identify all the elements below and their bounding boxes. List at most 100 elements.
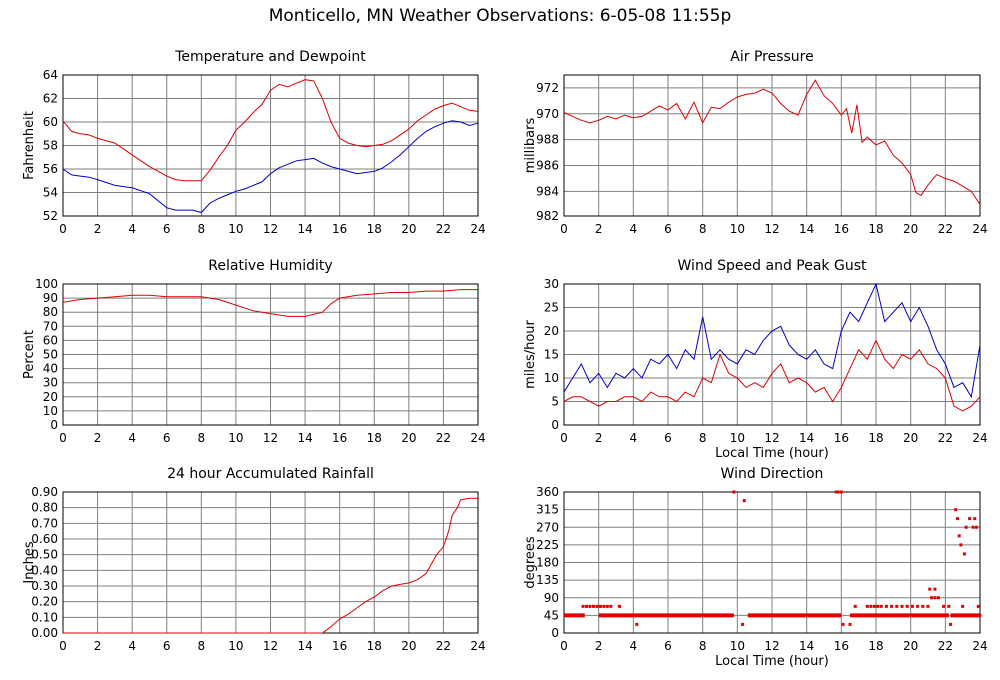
rain-ytick-label: 0.70	[31, 516, 58, 530]
dir-band-45	[950, 613, 980, 618]
rh-xtick-label: 14	[297, 431, 312, 445]
wind-xtick-label: 2	[595, 431, 603, 445]
temp-ytick-label: 64	[43, 68, 58, 82]
dir-point	[921, 604, 925, 608]
rain-xtick-label: 14	[297, 639, 312, 653]
rain-ytick-label: 0.90	[31, 485, 58, 499]
pres-series-0	[563, 79, 981, 205]
wind-xtick-label: 18	[868, 431, 883, 445]
rh-ytick-label: 40	[43, 362, 58, 376]
temp-xtick-label: 20	[401, 222, 416, 236]
rain-xtick-label: 22	[436, 639, 451, 653]
dir-point	[841, 622, 845, 626]
temp-xtick-label: 18	[367, 222, 382, 236]
dir-point	[900, 604, 904, 608]
dir-point	[848, 622, 852, 626]
wind-ytick-label: 0	[551, 418, 559, 432]
dir-point	[591, 604, 595, 608]
temp-ytick-label: 54	[43, 186, 58, 200]
dir-point	[942, 604, 946, 608]
temp-title: Temperature and Dewpoint	[174, 49, 366, 65]
rh-ylabel: Percent	[22, 330, 37, 379]
rh-xtick-label: 4	[128, 431, 136, 445]
wind-xtick-label: 14	[799, 431, 814, 445]
temp-xtick-label: 16	[332, 222, 347, 236]
rain-title: 24 hour Accumulated Rainfall	[167, 466, 374, 482]
dir-point	[957, 534, 961, 538]
dir-point	[976, 604, 980, 608]
dir-xtick-label: 6	[664, 639, 672, 653]
rain-xtick-label: 2	[94, 639, 102, 653]
wind-xtick-label: 10	[730, 431, 745, 445]
dir-point	[588, 604, 592, 608]
pres-ylabel: millibars	[523, 118, 538, 174]
dir-xtick-label: 24	[972, 639, 987, 653]
rain-ytick-label: 0.80	[31, 501, 58, 515]
wind-ytick-label: 30	[544, 277, 559, 291]
dir-point	[581, 604, 585, 608]
dir-point	[602, 604, 606, 608]
wind-xtick-label: 8	[699, 431, 707, 445]
wind-ytick-label: 20	[544, 324, 559, 338]
temp-ytick-label: 52	[43, 209, 58, 223]
pres-xtick-label: 18	[868, 222, 883, 236]
dir-ytick-label: 0	[551, 626, 559, 640]
rh-xtick-label: 0	[59, 431, 67, 445]
dir-point	[973, 517, 977, 521]
rh-xtick-label: 2	[94, 431, 102, 445]
dir-title: Wind Direction	[721, 466, 824, 482]
temp-frame	[62, 74, 479, 217]
dir-ytick-label: 180	[536, 556, 559, 570]
wind-frame	[563, 283, 981, 426]
dir-point	[869, 604, 873, 608]
dir-ytick-label: 90	[544, 591, 559, 605]
pres-xtick-label: 24	[972, 222, 987, 236]
dir-ylabel: degrees	[523, 536, 538, 589]
dir-point	[962, 552, 966, 556]
dir-point	[933, 587, 937, 591]
dir-frame	[563, 491, 981, 634]
rh-ytick-label: 70	[43, 319, 58, 333]
temp-xtick-label: 24	[470, 222, 485, 236]
dir-point	[975, 525, 979, 529]
rain-xtick-label: 0	[59, 639, 67, 653]
temp-xtick-label: 6	[163, 222, 171, 236]
rain-series-0	[63, 497, 478, 634]
pres-ytick-label: 972	[536, 81, 559, 95]
rain-ytick-label: 0.30	[31, 579, 58, 593]
wind-xtick-label: 16	[834, 431, 849, 445]
temp-xtick-label: 4	[128, 222, 136, 236]
dir-point	[585, 604, 589, 608]
temp-xtick-label: 12	[263, 222, 278, 236]
rain-ytick-label: 0.10	[31, 610, 58, 624]
rain-xtick-label: 10	[228, 639, 243, 653]
pres-xtick-label: 10	[730, 222, 745, 236]
dir-point	[947, 604, 951, 608]
dir-point	[955, 517, 959, 521]
dir-point	[609, 604, 613, 608]
dir-xlabel: Local Time (hour)	[715, 654, 829, 669]
rh-xtick-label: 6	[163, 431, 171, 445]
dir-point	[879, 604, 883, 608]
dir-point	[732, 490, 736, 494]
dir-point	[926, 604, 930, 608]
dir-point	[895, 604, 899, 608]
dir-xtick-label: 4	[630, 639, 638, 653]
dir-point	[954, 508, 958, 512]
rh-xtick-label: 8	[198, 431, 206, 445]
page-title: Monticello, MN Weather Observations: 6-0…	[268, 6, 732, 26]
temp-xtick-label: 2	[94, 222, 102, 236]
pres-xtick-label: 8	[699, 222, 707, 236]
pres-title: Air Pressure	[730, 49, 813, 65]
dir-point	[978, 613, 982, 617]
rh-title: Relative Humidity	[208, 258, 332, 274]
rh-ytick-label: 80	[43, 305, 58, 319]
rain-ytick-label: 0.20	[31, 595, 58, 609]
rh-frame	[62, 283, 479, 426]
rain-xtick-label: 16	[332, 639, 347, 653]
dir-ytick-label: 315	[536, 503, 559, 517]
wind-xtick-label: 22	[938, 431, 953, 445]
wind-ytick-label: 10	[544, 371, 559, 385]
dir-point	[933, 596, 937, 600]
temp-xtick-label: 22	[436, 222, 451, 236]
